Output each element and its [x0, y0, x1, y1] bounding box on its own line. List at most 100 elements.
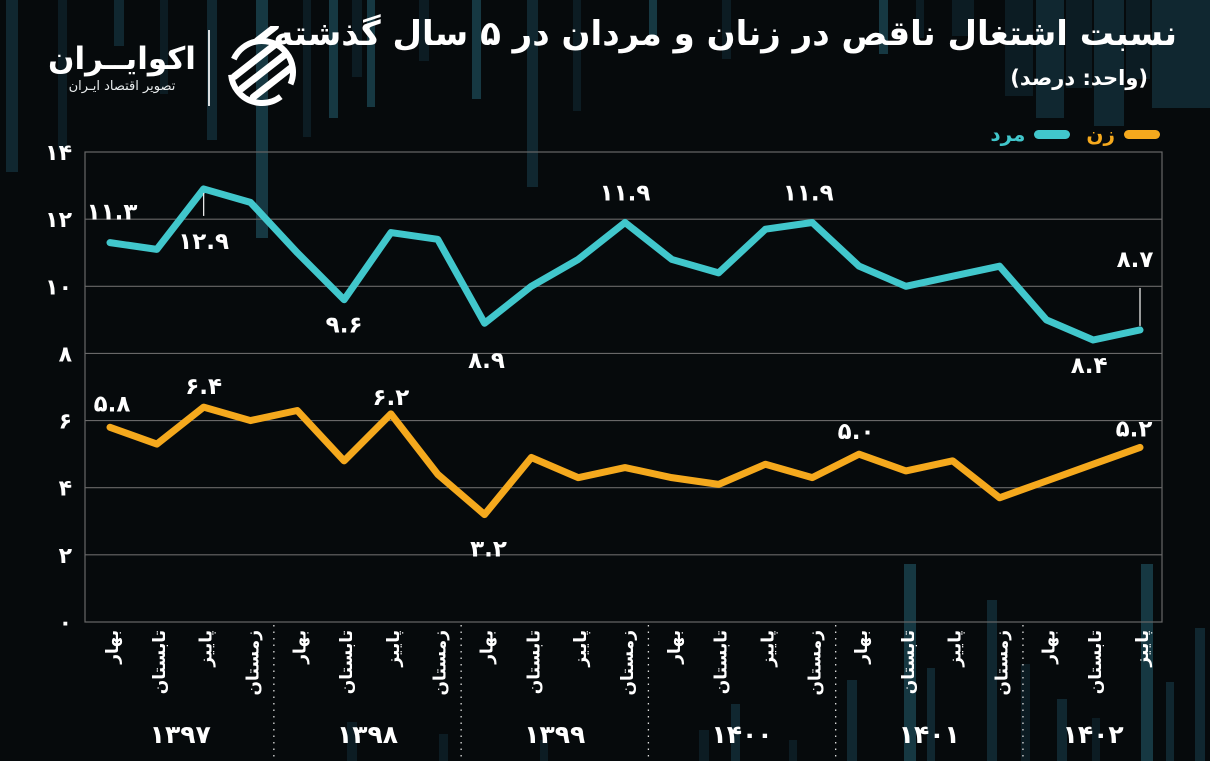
data-label-men: ۸.۹ — [468, 348, 505, 374]
background-decor-bar — [419, 0, 429, 61]
x-year-label: ۱۳۹۷ — [150, 720, 211, 749]
x-season-label: تابستان — [899, 630, 919, 694]
x-season-label: بهار — [478, 630, 498, 665]
legend: زن مرد — [990, 122, 1160, 146]
x-year-label: ۱۳۹۹ — [524, 720, 585, 749]
data-label-men: ۱۱.۹ — [600, 181, 651, 207]
x-season-label: تابستان — [150, 630, 170, 694]
x-season-label: پاییز — [384, 630, 404, 668]
y-tick-label: ۱۰ — [45, 275, 72, 300]
background-decor-bar — [1152, 0, 1210, 108]
background-decor-bar — [540, 740, 548, 761]
ecoiran-logo-icon — [227, 26, 296, 106]
chart-title: نسبت اشتغال ناقص در زنان و مردان در ۵ سا… — [273, 14, 1177, 54]
x-season-label: تابستان — [524, 630, 544, 694]
x-season-label: پاییز — [946, 630, 966, 668]
data-label-men: ۸.۴ — [1071, 353, 1108, 379]
x-season-label: بهار — [852, 630, 872, 665]
brand-logo: اکوایــران تصویر اقتصاد ایـران — [48, 26, 302, 110]
brand-text: اکوایــران تصویر اقتصاد ایـران — [48, 40, 196, 95]
data-label-women: ۳.۲ — [470, 537, 507, 563]
x-season-label: بهار — [290, 630, 310, 665]
background-decor-bar — [1094, 0, 1124, 126]
data-label-women: ۶.۴ — [185, 374, 222, 400]
x-year-label: ۱۴۰۱ — [899, 720, 960, 749]
background-decor-bar — [904, 564, 916, 761]
x-season-label: پاییز — [197, 630, 217, 668]
brand-tagline: تصویر اقتصاد ایـران — [68, 79, 176, 95]
background-decor-bar — [731, 704, 740, 761]
data-label-men: ۸.۷ — [1117, 247, 1154, 273]
x-year-label: ۱۳۹۸ — [337, 720, 398, 749]
women-line-swatch — [1124, 129, 1160, 139]
background-decor-bar — [352, 0, 362, 77]
data-label-men: ۱۱.۹ — [783, 181, 834, 207]
x-season-label: زمستان — [618, 630, 638, 695]
y-tick-label: ۱۲ — [45, 208, 72, 233]
background-decor-bar — [722, 0, 731, 59]
background-decor-bar — [367, 0, 375, 107]
data-label-men: ۱۲.۹ — [178, 229, 229, 255]
x-season-label: پاییز — [571, 630, 591, 668]
background-decor-bar — [207, 0, 217, 140]
background-decor-bar — [114, 0, 124, 46]
brand-name: اکوایــران — [48, 40, 196, 77]
x-season-label: زمستان — [431, 630, 451, 695]
brand-separator — [207, 30, 210, 106]
background-decor-bar — [1057, 699, 1067, 761]
data-label-men: ۱۱.۳ — [87, 200, 138, 226]
background-decor-bar — [329, 0, 338, 118]
background-decor-bar — [1005, 0, 1033, 96]
series-line-women — [106, 403, 1144, 519]
legend-label-men: مرد — [990, 122, 1026, 146]
x-season-label: بهار — [103, 630, 123, 665]
background-decor-bar — [303, 0, 311, 137]
men-line-swatch — [1034, 129, 1071, 139]
data-label-women: ۵.۸ — [94, 391, 131, 417]
data-label-women: ۶.۲ — [372, 385, 409, 411]
x-season-label: پاییز — [758, 630, 778, 668]
background-decor-bar — [1195, 628, 1205, 761]
background-decor-bar — [847, 680, 857, 761]
background-decor-bar — [699, 730, 709, 761]
legend-item-men: مرد — [990, 122, 1071, 146]
x-season-label: تابستان — [1086, 630, 1106, 694]
background-decor-bar — [927, 668, 935, 761]
y-tick-label: ۴ — [59, 477, 72, 502]
background-decor-bar — [1021, 664, 1030, 761]
background-decor-bar — [879, 0, 888, 54]
x-season-label: تابستان — [712, 630, 732, 694]
x-season-label: پاییز — [1133, 630, 1153, 668]
background-decor-bar — [1066, 0, 1092, 88]
background-decor-bar — [472, 0, 481, 99]
y-tick-label: ۲ — [59, 544, 73, 569]
background-decor-bar — [1036, 0, 1064, 118]
background-decor-bar — [573, 0, 581, 111]
data-label-men: ۹.۶ — [326, 313, 363, 339]
background-decor-bar — [1092, 718, 1100, 761]
background-decor-bar — [347, 722, 357, 761]
background-decor-bar — [6, 0, 18, 172]
background-decor-bar — [952, 0, 974, 36]
background-decor-bar — [1141, 564, 1153, 761]
x-season-label: تابستان — [337, 630, 357, 694]
background-decor-bar — [527, 0, 538, 187]
y-tick-label: ۶ — [59, 410, 72, 435]
legend-item-women: زن — [1086, 122, 1160, 146]
background-decor-bar — [916, 0, 924, 38]
data-label-women: ۵.۰ — [838, 419, 875, 445]
x-year-label: ۱۴۰۲ — [1063, 720, 1124, 749]
background-decor-bar — [789, 740, 797, 761]
series-line-men — [106, 185, 1144, 344]
background-decor-bar — [987, 600, 997, 761]
x-season-label: بهار — [1039, 630, 1059, 665]
background-decor-bar — [160, 0, 168, 94]
data-label-women: ۵.۲ — [1116, 416, 1153, 442]
y-tick-label: ۱۴ — [45, 141, 72, 166]
y-tick-label: ۸ — [59, 342, 73, 367]
y-tick-label: ۰ — [59, 611, 72, 636]
x-year-label: ۱۴۰۰ — [712, 720, 773, 749]
background-decor-bar — [58, 0, 67, 150]
